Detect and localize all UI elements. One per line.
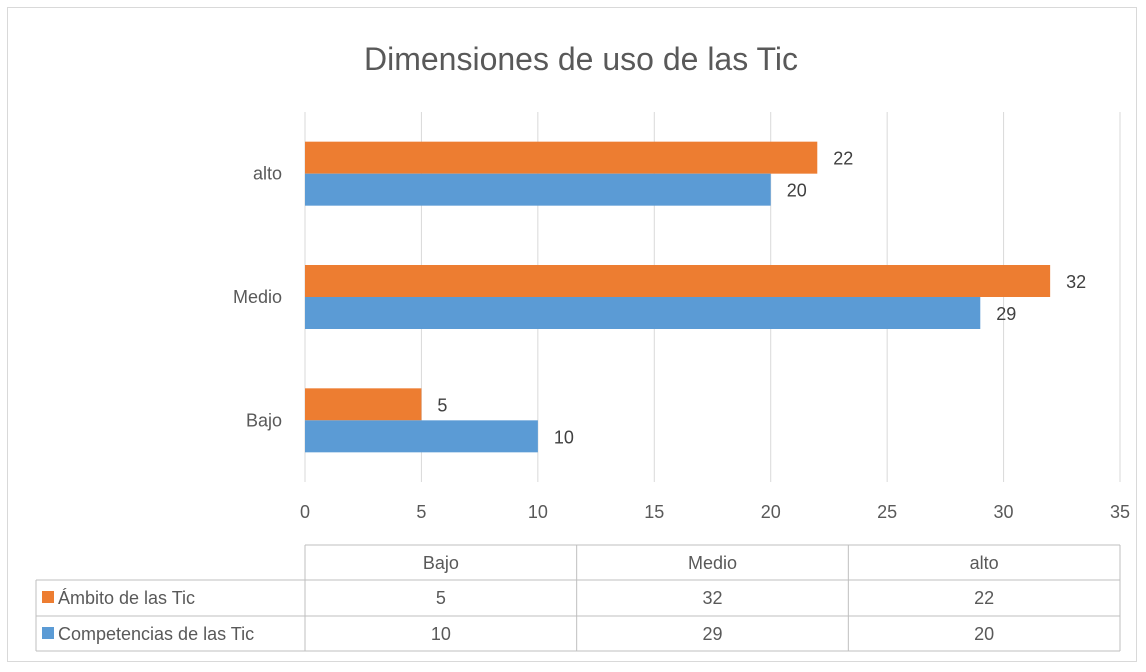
data-table: Bajo Medio alto Ámbito de las Tic 5 32 22 Compe… bbox=[35, 544, 1121, 652]
x-axis-ticks: 0 5 10 15 20 25 30 35 bbox=[300, 502, 1130, 522]
data-label: 22 bbox=[833, 149, 853, 169]
x-tick-label: 10 bbox=[528, 502, 548, 522]
table-header-cell: Bajo bbox=[423, 553, 459, 573]
data-label: 10 bbox=[554, 427, 574, 447]
data-label: 5 bbox=[437, 395, 447, 415]
x-tick-label: 5 bbox=[416, 502, 426, 522]
legend-swatch bbox=[42, 591, 54, 603]
table-value-cell: 10 bbox=[431, 624, 451, 644]
bar-competencias-medio bbox=[305, 297, 981, 329]
x-tick-label: 15 bbox=[644, 502, 664, 522]
x-tick-label: 35 bbox=[1110, 502, 1130, 522]
category-label: Medio bbox=[233, 287, 282, 307]
x-tick-label: 20 bbox=[761, 502, 781, 522]
table-value-cell: 5 bbox=[436, 588, 446, 608]
table-header-cell: alto bbox=[970, 553, 999, 573]
data-label: 29 bbox=[996, 304, 1016, 324]
category-labels: Bajo Medio alto bbox=[233, 164, 282, 431]
legend-series-name: Competencias de las Tic bbox=[58, 624, 254, 644]
data-label: 32 bbox=[1066, 272, 1086, 292]
x-tick-label: 0 bbox=[300, 502, 310, 522]
table-value-cell: 29 bbox=[702, 624, 722, 644]
legend-swatch bbox=[42, 627, 54, 639]
data-label: 20 bbox=[787, 181, 807, 201]
chart-title: Dimensiones de uso de las Tic bbox=[364, 41, 798, 77]
bar-ambito-alto bbox=[305, 141, 818, 174]
bar-competencias-bajo bbox=[305, 420, 538, 453]
bars bbox=[305, 141, 1051, 453]
table-value-cell: 32 bbox=[702, 588, 722, 608]
x-tick-label: 25 bbox=[877, 502, 897, 522]
category-label: alto bbox=[253, 164, 282, 184]
data-labels: 5 10 32 29 22 20 bbox=[437, 149, 1086, 448]
bar-ambito-bajo bbox=[305, 388, 422, 421]
table-value-cell: 22 bbox=[974, 588, 994, 608]
table-header-cell: Medio bbox=[688, 553, 737, 573]
category-label: Bajo bbox=[246, 410, 282, 430]
bar-ambito-medio bbox=[305, 265, 1051, 297]
table-value-cell: 20 bbox=[974, 624, 994, 644]
chart-frame bbox=[7, 7, 1137, 662]
x-tick-label: 30 bbox=[994, 502, 1014, 522]
bar-competencias-alto bbox=[305, 173, 771, 206]
legend-series-name: Ámbito de las Tic bbox=[58, 588, 195, 608]
